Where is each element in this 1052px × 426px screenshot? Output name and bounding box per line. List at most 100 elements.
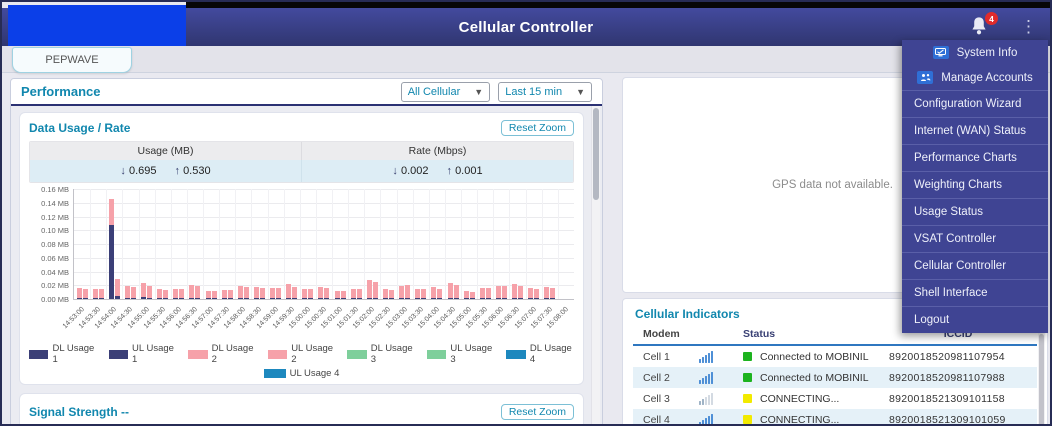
grid-line [477, 189, 479, 299]
status-badge [743, 415, 752, 424]
bar-segment-navy [318, 298, 324, 299]
usage-bar [366, 280, 372, 299]
usage-bar [76, 288, 82, 299]
reset-zoom-button[interactable]: Reset Zoom [500, 404, 574, 420]
usage-bar [350, 288, 356, 299]
usage-bar [389, 290, 394, 299]
table-row[interactable]: Cell 2 Connected to MOBINIL 89200185209811… [633, 367, 1037, 388]
usage-bar [189, 284, 195, 299]
table-row[interactable]: Cell 3 CONNECTING... 8920018521309101158 [633, 388, 1037, 409]
signal-strength-card: Signal Strength -- Reset Zoom 0 dBm-10 d… [19, 393, 584, 424]
usage-bar [92, 289, 98, 299]
usage-bar [437, 288, 443, 299]
bar-segment-pink [189, 284, 195, 298]
reset-zoom-button[interactable]: Reset Zoom [500, 120, 574, 136]
bar-slot [106, 189, 122, 299]
usage-bar-plot[interactable] [73, 189, 574, 300]
bar-segment-navy [544, 298, 550, 299]
legend-swatch [347, 349, 367, 359]
menu-item-weighting-charts[interactable]: Weighting Charts [902, 171, 1048, 198]
bar-segment-pink [124, 285, 130, 299]
bar-slot [461, 189, 477, 299]
grid-line [315, 189, 317, 299]
tab-pepwave[interactable]: PEPWAVE [12, 47, 132, 73]
signal-bar [705, 375, 707, 384]
menu-item-vsat-controller[interactable]: VSAT Controller [902, 225, 1048, 252]
bar-segment-navy [92, 298, 98, 299]
iccid-cell: 8920018521309101059 [889, 413, 1006, 426]
indicators-scrollbar[interactable] [1038, 333, 1045, 424]
bar-segment-navy [389, 298, 394, 299]
cellular-filter-select[interactable]: All Cellular ▼ [400, 81, 491, 102]
scrollbar-thumb[interactable] [1039, 334, 1044, 424]
menu-item-shell-interface[interactable]: Shell Interface [902, 279, 1048, 306]
cellular-indicators-title: Cellular Indicators [635, 307, 740, 321]
bar-segment-navy [350, 298, 356, 299]
bar-segment-pink [356, 288, 362, 299]
bar-segment-navy [195, 298, 201, 299]
bar-segment-navy [302, 297, 308, 299]
bar-segment-pink [173, 288, 179, 299]
bar-segment-pink [389, 290, 394, 299]
usage-bar [501, 285, 507, 299]
time-range-select[interactable]: Last 15 min ▼ [498, 81, 592, 102]
table-row[interactable]: Cell 1 Connected to MOBINIL 89200185209811… [633, 346, 1037, 367]
y-tick-label: 0.10 MB [41, 226, 69, 236]
performance-title: Performance [21, 84, 101, 99]
modem-cell: Cell 3 [643, 392, 670, 405]
bar-segment-pink [147, 285, 153, 298]
usage-bar [227, 290, 233, 299]
legend-swatch [188, 349, 208, 359]
performance-panel: Performance All Cellular ▼ Last 15 min ▼… [10, 78, 603, 424]
bar-slot [509, 189, 525, 299]
menu-item-label: System Info [956, 46, 1018, 59]
bar-segment-navy [366, 297, 372, 299]
kebab-menu-icon[interactable]: ⋮ [1020, 17, 1037, 36]
signal-bar [702, 398, 704, 405]
bar-slot [139, 189, 155, 299]
menu-item-system-info[interactable]: System Info [902, 40, 1048, 65]
usage-bar [114, 279, 120, 299]
bar-segment-pink [237, 285, 243, 299]
menu-item-manage-accounts[interactable]: Manage Accounts [902, 65, 1048, 90]
grid-line [283, 189, 285, 299]
menu-item-cellular-controller[interactable]: Cellular Controller [902, 252, 1048, 279]
menu-item-internet-wan-status[interactable]: Internet (WAN) Status [902, 117, 1048, 144]
bar-segment-pink [501, 285, 507, 299]
iccid-cell: 8920018520981107988 [889, 371, 1005, 384]
signal-cell [699, 371, 743, 384]
bar-segment-pink [243, 286, 249, 299]
notifications-button[interactable]: 4 [970, 12, 998, 40]
menu-item-performance-charts[interactable]: Performance Charts [902, 144, 1048, 171]
usage-bar [205, 290, 211, 299]
bar-segment-pink [437, 288, 443, 299]
legend-swatch [28, 349, 49, 359]
bar-segment-pink [227, 290, 233, 299]
scrollbar-thumb[interactable] [593, 108, 599, 200]
table-row[interactable]: Cell 4 CONNECTING... 8920018521309101059 [633, 409, 1037, 426]
bar-segment-pink [270, 288, 276, 299]
usage-bar [528, 288, 534, 299]
bar-segment-pink [179, 288, 185, 299]
modem-column-header: Modem [643, 328, 680, 340]
bar-segment-pink [286, 283, 292, 298]
usage-bar [98, 289, 104, 299]
bar-segment-pink [324, 288, 330, 299]
usage-bar [318, 287, 324, 299]
status-badge [743, 394, 752, 403]
usage-bar [147, 285, 153, 299]
bar-segment-pink [528, 288, 534, 298]
menu-item-configuration-wizard[interactable]: Configuration Wizard [902, 90, 1048, 117]
grid-line [267, 189, 269, 299]
usage-bar [518, 285, 524, 299]
modem-cell: Cell 1 [643, 350, 670, 363]
usage-bar [485, 288, 491, 299]
legend-label: DL Usage 1 [52, 343, 95, 365]
menu-item-logout[interactable]: Logout [902, 306, 1048, 333]
bar-segment-navy [286, 297, 292, 299]
menu-item-usage-status[interactable]: Usage Status [902, 198, 1048, 225]
bar-slot [155, 189, 171, 299]
grid-line [74, 244, 574, 245]
performance-scrollbar[interactable] [591, 106, 600, 424]
usage-bar [259, 288, 265, 299]
